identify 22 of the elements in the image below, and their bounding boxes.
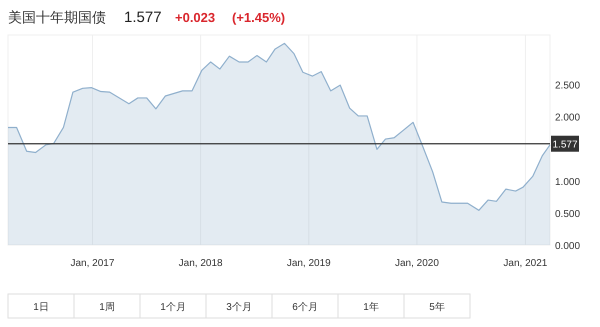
y-tick-label: 1.000 [555,176,580,188]
x-tick-label: Jan, 2021 [503,258,548,269]
text: 6个月 [292,301,318,313]
text: 1.577 [124,9,162,26]
x-tick-label: Jan, 2020 [394,258,440,269]
x-tick-label: Jan, 2019 [286,258,332,269]
text: 1年 [363,301,379,313]
y-tick-label: 2.500 [555,80,580,92]
text: 3个月 [226,301,252,313]
x-tick-label: Jan, 2017 [70,258,115,269]
y-tick-label: 0.000 [555,241,580,252]
chart-title: 美国十年期国债 [8,9,106,25]
text: 5年 [429,301,445,313]
ref-line-label: 1.577 [552,140,578,151]
y-tick-label: 2.000 [555,112,580,124]
text: 1周 [99,302,115,313]
text: 1个月 [160,301,186,313]
text: (+1.45%) [232,10,286,25]
y-tick-label: 0.500 [555,208,580,220]
text: +0.023 [175,10,216,25]
x-tick-label: Jan, 2018 [178,258,224,269]
text: 1日 [33,302,49,313]
